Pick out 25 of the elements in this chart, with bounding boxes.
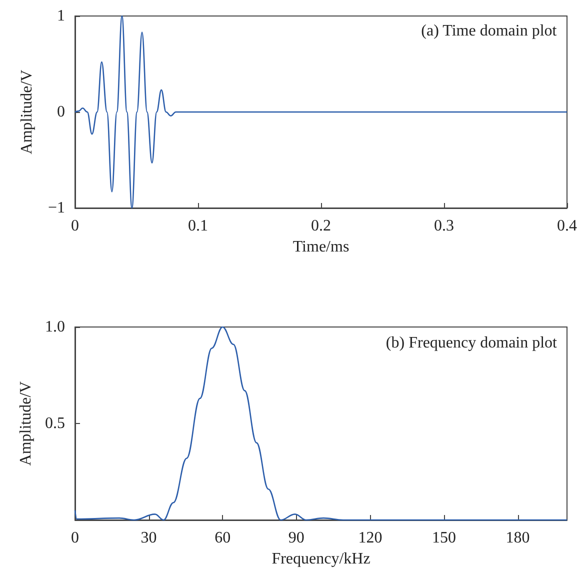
x-tick-label: 0 — [71, 218, 79, 234]
y-tick-label: 1.0 — [45, 318, 65, 336]
annotation: (a) Time domain plot — [421, 22, 558, 40]
x-axis-title: Time/ms — [292, 238, 350, 256]
y-axis-title: Amplitude/V — [18, 69, 36, 154]
y-tick-label: −1 — [48, 200, 65, 216]
x-tick-label: 0.4 — [557, 218, 577, 234]
line-series — [74, 326, 568, 521]
x-tick-label: 0.3 — [434, 218, 454, 234]
x-tick-label: 60 — [214, 530, 231, 546]
x-tick-label: 0.2 — [311, 218, 331, 234]
x-tick-label: 180 — [506, 530, 530, 546]
y-axis-title: Amplitude/V — [18, 380, 35, 466]
y-tick-label: 0 — [57, 104, 65, 120]
x-tick-label: 90 — [288, 530, 304, 546]
x-tick-label: 30 — [140, 530, 157, 546]
y-tick-label: 1 — [57, 8, 65, 24]
x-tick-label: 120 — [358, 530, 382, 546]
y-tick-label: 0.5 — [45, 415, 65, 432]
x-tick-label: 0 — [71, 530, 79, 546]
x-axis-title: Frequency/kHz — [272, 550, 370, 568]
annotation: (b) Frequency domain plot — [386, 334, 558, 352]
x-tick-label: 150 — [432, 530, 456, 546]
x-tick-label: 0.1 — [188, 218, 208, 234]
line-series — [74, 15, 568, 209]
